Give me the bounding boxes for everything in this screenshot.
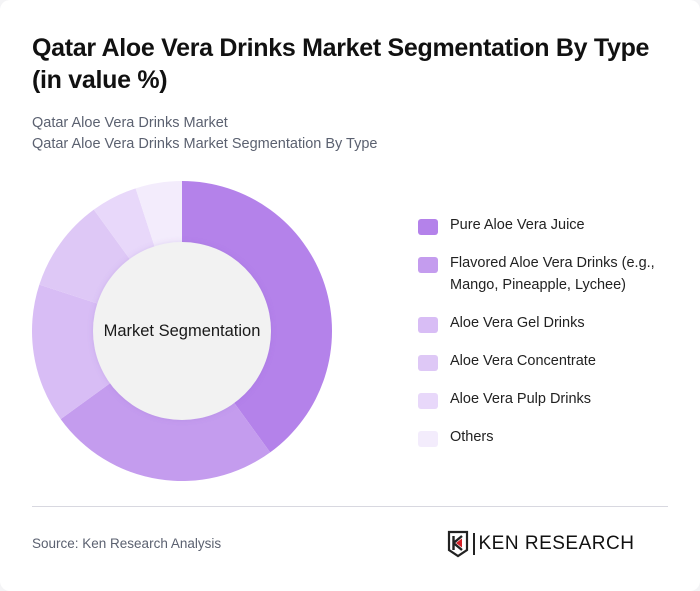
legend-item-aloe-vera-concentrate: Aloe Vera Concentrate — [418, 350, 688, 372]
legend-item-aloe-vera-pulp-drinks: Aloe Vera Pulp Drinks — [418, 388, 688, 410]
legend-label: Others — [450, 429, 494, 445]
chart-title: Qatar Aloe Vera Drinks Market Segmentati… — [32, 34, 650, 94]
legend-item-aloe-vera-gel-drinks: Aloe Vera Gel Drinks — [418, 312, 688, 334]
legend-swatch — [418, 219, 438, 235]
footer-divider — [32, 506, 668, 507]
legend-swatch — [418, 431, 438, 447]
logo-text: KEN RESEARCH — [478, 533, 635, 554]
chart-subtitle: Qatar Aloe Vera Drinks Market Qatar Aloe… — [32, 113, 672, 155]
legend-item-pure-aloe-vera-juice: Pure Aloe Vera Juice — [418, 214, 688, 236]
subtitle-segmentation: Qatar Aloe Vera Drinks Market Segmentati… — [32, 136, 378, 152]
logo-divider — [473, 533, 475, 555]
legend-swatch — [418, 355, 438, 371]
legend-label: Aloe Vera Concentrate — [450, 353, 596, 369]
donut-chart: Market Segmentation — [0, 170, 370, 500]
source-note: Source: Ken Research Analysis — [32, 536, 222, 551]
legend-swatch — [418, 393, 438, 409]
donut-center — [93, 242, 271, 420]
legend-item-others: Others — [418, 426, 688, 448]
legend-swatch — [418, 317, 438, 333]
ken-research-logo: KEN RESEARCH — [447, 530, 634, 558]
legend-label: Pure Aloe Vera Juice — [450, 217, 585, 233]
legend-label: Aloe Vera Pulp Drinks — [450, 391, 592, 407]
legend-item-flavored-aloe-vera-drinks: Flavored Aloe Vera Drinks (e.g., Mango, … — [418, 252, 688, 296]
legend-label: Flavored Aloe Vera Drinks (e.g., Mango, … — [450, 255, 655, 293]
legend-swatch — [418, 257, 438, 273]
legend-label: Aloe Vera Gel Drinks — [450, 315, 585, 331]
center-label: Market Segmentation — [103, 322, 261, 340]
subtitle-market: Qatar Aloe Vera Drinks Market — [32, 115, 228, 131]
donut-svg — [32, 181, 332, 481]
legend: Pure Aloe Vera Juice Flavored Aloe Vera … — [418, 214, 688, 448]
ken-logo-shield-icon — [447, 530, 469, 558]
